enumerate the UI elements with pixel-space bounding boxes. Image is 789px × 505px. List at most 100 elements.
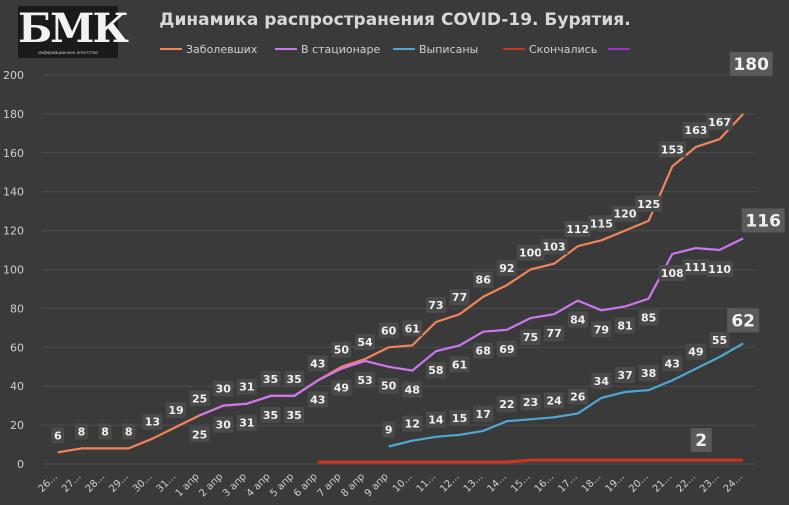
label-text: 8 (101, 425, 109, 438)
x-tick-label: 2 апр (197, 471, 225, 499)
x-tick-label: 9 апр (363, 471, 391, 499)
label-text: 86 (476, 274, 492, 287)
label-text: 112 (566, 223, 589, 236)
end-value-label: 116 (741, 208, 785, 233)
data-label: 163 (682, 121, 710, 138)
y-tick-label: 200 (3, 69, 24, 82)
label-text: 35 (286, 409, 301, 422)
x-tick-label: 29... (107, 471, 131, 495)
y-tick-label: 180 (3, 108, 24, 121)
data-label: 35 (260, 370, 281, 387)
data-label: 24 (544, 392, 565, 409)
legend-label: Выписаны (419, 43, 478, 56)
data-label: 14 (425, 411, 446, 428)
label-text: 30 (216, 383, 232, 396)
data-label: 43 (662, 355, 683, 372)
label-text: 61 (452, 358, 467, 371)
label-text: 75 (523, 331, 538, 344)
data-label: 167 (706, 114, 734, 131)
y-tick-label: 60 (10, 341, 24, 354)
data-label: 112 (564, 221, 592, 238)
label-text: 35 (263, 409, 278, 422)
series-line (57, 113, 745, 454)
data-label: 111 (682, 259, 710, 276)
label-text: 68 (476, 345, 491, 358)
label-text: 125 (637, 198, 660, 211)
data-label: 61 (449, 356, 470, 373)
label-text: 81 (617, 319, 632, 332)
data-label: 8 (122, 423, 136, 440)
x-tick-label: 20... (627, 471, 651, 495)
label-text: 73 (428, 299, 443, 312)
y-tick-label: 80 (10, 302, 24, 315)
data-label: 26 (567, 388, 588, 405)
data-label: 38 (638, 365, 659, 382)
x-tick-label: 15... (509, 471, 533, 495)
x-tick-label: 5 апр (268, 471, 296, 499)
x-tick-label: 6 апр (292, 471, 320, 499)
data-label: 125 (635, 195, 663, 212)
label-text: 84 (570, 314, 586, 327)
data-label: 120 (611, 205, 639, 222)
x-tick-label: 11... (415, 471, 439, 495)
label-text: 100 (519, 246, 542, 259)
logo-subtitle: информационное агентство (38, 50, 98, 55)
data-label: 15 (449, 409, 470, 426)
data-label: 31 (236, 378, 257, 395)
x-tick-label: 23... (698, 471, 722, 495)
data-label: 110 (706, 261, 734, 278)
data-label: 17 (473, 405, 494, 422)
label-text: 69 (499, 343, 514, 356)
end-value-label: 62 (727, 308, 760, 333)
data-label: 13 (142, 413, 163, 430)
x-tick-label: 7 апр (316, 471, 344, 499)
data-label: 92 (496, 260, 517, 277)
legend-label: В стационаре (301, 43, 381, 56)
y-tick-label: 40 (10, 380, 24, 393)
data-label: 30 (213, 416, 234, 433)
label-text: 34 (594, 375, 610, 388)
y-tick-label: 0 (17, 458, 24, 471)
data-label: 30 (213, 380, 234, 397)
label-text: 25 (192, 392, 207, 405)
data-label: 84 (567, 311, 588, 328)
data-label: 86 (473, 271, 494, 288)
y-tick-label: 140 (3, 186, 24, 199)
label-text: 92 (499, 262, 514, 275)
data-label: 108 (658, 264, 686, 281)
grid-lines (42, 74, 755, 465)
label-text: 49 (334, 382, 349, 395)
label-text: 43 (665, 357, 680, 370)
data-label: 23 (520, 394, 541, 411)
data-label: 19 (165, 402, 186, 419)
label-text: 111 (684, 261, 707, 274)
data-label: 43 (307, 391, 328, 408)
label-text: 25 (192, 428, 207, 441)
label-text: 6 (54, 429, 62, 442)
label-text: 62 (731, 312, 755, 332)
x-tick-label: 18... (580, 471, 604, 495)
data-label: 85 (638, 309, 659, 326)
x-tick-label: 12... (438, 471, 462, 495)
logo: БМК информационное агентство (18, 6, 129, 58)
series-line (199, 237, 744, 417)
x-tick-label: 8 апр (339, 471, 367, 499)
label-text: 77 (452, 291, 467, 304)
data-label: 12 (402, 415, 423, 432)
label-text: 55 (712, 334, 727, 347)
label-text: 23 (523, 396, 538, 409)
label-text: 103 (543, 241, 566, 254)
label-text: 61 (405, 322, 420, 335)
x-tick-label: 4 апр (245, 471, 273, 499)
label-text: 53 (357, 374, 372, 387)
label-text: 43 (310, 357, 325, 370)
data-label: 100 (516, 244, 544, 261)
data-label: 50 (331, 341, 352, 358)
data-label: 75 (520, 329, 541, 346)
x-tick-label: 19... (604, 471, 628, 495)
label-text: 50 (334, 344, 350, 357)
label-text: 8 (125, 425, 133, 438)
label-text: 116 (745, 212, 781, 232)
